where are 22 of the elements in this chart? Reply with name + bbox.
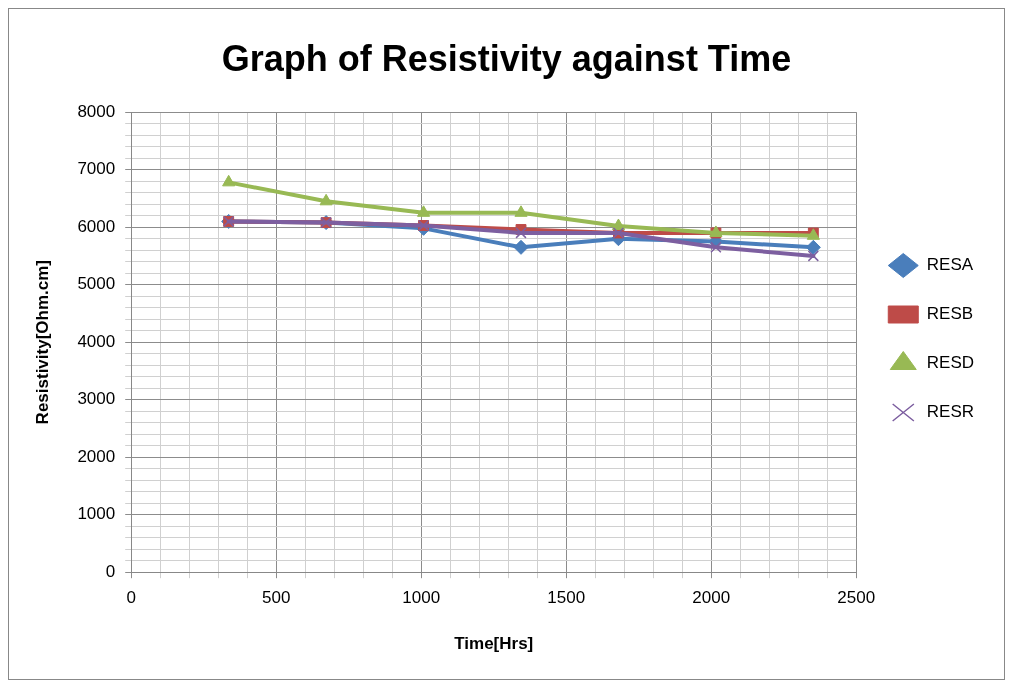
y-tick-label: 1000 [77, 504, 116, 524]
y-tick-label: 0 [105, 561, 116, 581]
x-tick-label: 1000 [402, 588, 441, 608]
legend-label: RESB [926, 304, 974, 324]
legend-label: RESR [926, 402, 974, 422]
x-tick-label: 2500 [837, 588, 876, 608]
y-tick-label: 3000 [77, 389, 116, 409]
x-tick-label: 2000 [692, 588, 731, 608]
x-tick-label: 1500 [547, 588, 586, 608]
y-tick-label: 6000 [77, 216, 116, 236]
y-tick-label: 2000 [77, 446, 116, 466]
x-tick-label: 0 [126, 588, 136, 608]
y-tick-label: 7000 [77, 159, 116, 179]
y-tick-label: 8000 [77, 101, 116, 121]
y-tick-label: 4000 [77, 331, 116, 351]
x-tick-label: 500 [262, 588, 291, 608]
legend-label: RESA [926, 255, 974, 275]
x-axis-title: Time[Hrs] [454, 634, 534, 654]
y-axis-title: Resistivity[Ohm.cm] [32, 260, 52, 425]
chart-title: Graph of Resistivity against Time [221, 37, 792, 79]
legend-label: RESD [926, 353, 974, 373]
y-tick-label: 5000 [77, 274, 116, 294]
